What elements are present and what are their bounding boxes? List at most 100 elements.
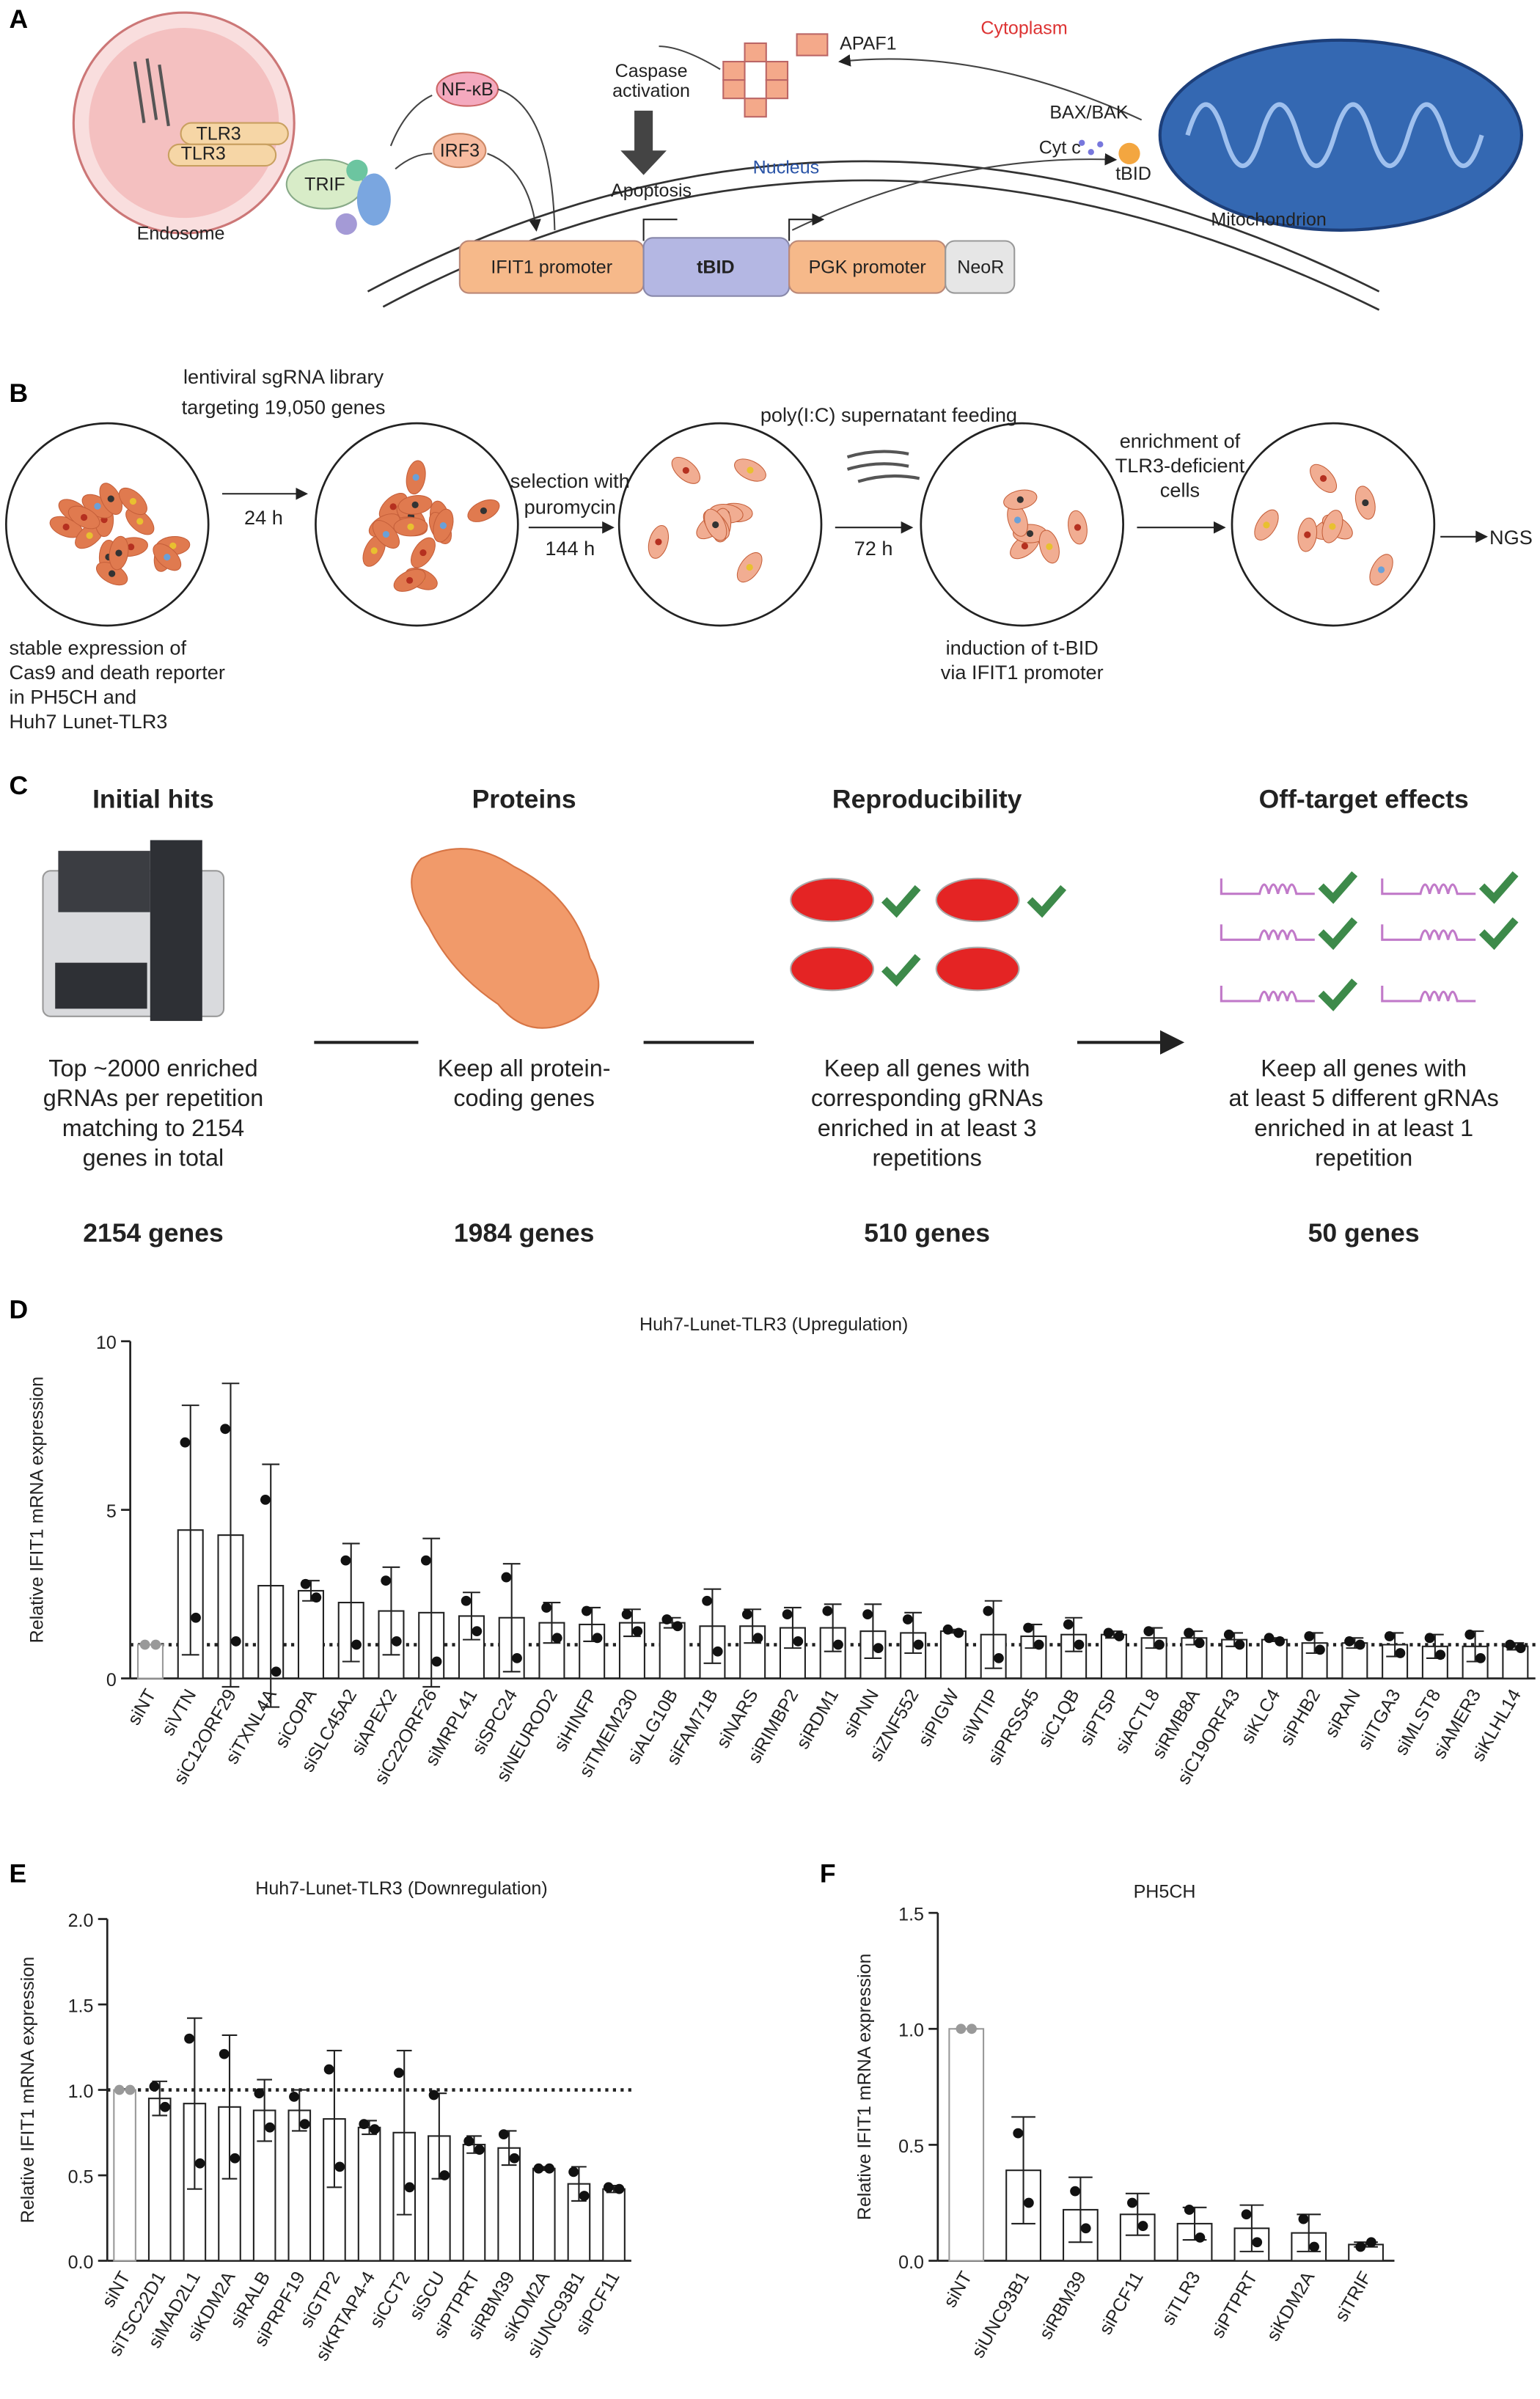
data-point xyxy=(1023,1622,1033,1633)
data-point xyxy=(913,1639,924,1650)
step-text: enriched in at least 3 xyxy=(818,1115,1037,1141)
data-point xyxy=(334,2161,345,2172)
bar xyxy=(136,1644,164,1680)
bar xyxy=(659,1622,686,1680)
checkmarks xyxy=(1318,871,1519,1011)
data-point xyxy=(472,1626,483,1637)
baxbak-label: BAX/BAK xyxy=(1049,102,1129,122)
y-tick-label: 1.5 xyxy=(68,1996,94,2016)
data-point xyxy=(1309,2241,1319,2252)
step-text: repetition xyxy=(1315,1145,1412,1171)
data-point xyxy=(1344,1636,1354,1647)
caspase-label: Caspase xyxy=(615,61,688,81)
bar xyxy=(1341,1642,1368,1680)
error-bar xyxy=(703,1588,722,1664)
nucleus xyxy=(655,538,662,546)
step-text: at least 5 different gRNAs xyxy=(1229,1085,1499,1111)
bar xyxy=(1261,1638,1288,1680)
error-bar xyxy=(342,1542,360,1663)
data-point xyxy=(541,1603,552,1613)
step-title: Off-target effects xyxy=(1259,785,1469,814)
data-point xyxy=(568,2167,579,2178)
sequencer-screen xyxy=(58,851,150,912)
data-point xyxy=(1194,1638,1205,1649)
nucleus xyxy=(370,547,378,554)
bar xyxy=(602,2188,626,2262)
cells xyxy=(49,457,1393,592)
error-bar xyxy=(784,1606,802,1649)
data-point xyxy=(782,1609,793,1620)
y-tick-label: 0 xyxy=(106,1670,117,1691)
apaf1-label: APAF1 xyxy=(840,33,897,54)
y-tick-label: 1.0 xyxy=(898,2021,924,2041)
step-text: Keep all protein- xyxy=(438,1055,611,1081)
enrichment-text: TLR3-deficient xyxy=(1115,454,1245,477)
step-text: Keep all genes with xyxy=(1261,1055,1467,1081)
chart-title: PH5CH xyxy=(1134,1881,1196,1902)
nucleus xyxy=(407,523,414,530)
cristae xyxy=(1185,102,1484,169)
nucleus xyxy=(712,521,719,529)
tbid-shape xyxy=(1118,142,1140,165)
nucleus xyxy=(109,570,116,577)
data-point xyxy=(1063,1619,1074,1630)
data-point xyxy=(289,2091,299,2102)
nucleus xyxy=(412,474,419,481)
data-point xyxy=(391,1636,402,1647)
data-point xyxy=(603,2182,614,2193)
y-tick-label: 2.0 xyxy=(68,1911,94,1931)
data-point xyxy=(873,1643,884,1654)
data-point xyxy=(672,1621,683,1632)
nucleus-label: Nucleus xyxy=(753,158,820,178)
data-point xyxy=(180,1437,191,1448)
nucleus xyxy=(1304,531,1311,538)
error-bar xyxy=(326,2049,342,2189)
panel-label: B xyxy=(10,378,29,408)
error-bar xyxy=(396,2049,412,2216)
time-label: 72 h xyxy=(854,537,893,560)
step-count: 50 genes xyxy=(1308,1218,1420,1248)
data-point xyxy=(902,1614,913,1625)
caspase-label: activation xyxy=(612,81,690,101)
data-point xyxy=(942,1624,953,1635)
x-tick-label: siRAN xyxy=(1321,1685,1365,1741)
time-label: 24 h xyxy=(244,506,283,529)
y-tick-label: 0.0 xyxy=(898,2252,924,2273)
data-point xyxy=(1137,2221,1148,2231)
data-point xyxy=(1013,2128,1024,2139)
data-point xyxy=(300,1578,311,1589)
enrichment-text: cells xyxy=(1160,478,1200,501)
x-tick-label: siVTN xyxy=(158,1685,200,1739)
step-title: Initial hits xyxy=(92,785,214,814)
error-bar xyxy=(1011,2116,1035,2224)
nucleus xyxy=(1074,524,1082,531)
nucleus xyxy=(1046,543,1053,550)
nucleus xyxy=(80,513,88,521)
dot xyxy=(1088,149,1094,155)
nucleus xyxy=(136,518,144,525)
data-point xyxy=(632,1626,643,1637)
ngs-label: NGS xyxy=(1489,526,1533,549)
sequencer-drawer xyxy=(55,962,147,1009)
data-point xyxy=(1127,2197,1137,2208)
protein-blob xyxy=(411,848,600,1029)
data-point xyxy=(150,1639,161,1650)
nucleus xyxy=(746,563,753,571)
step-text: genes in total xyxy=(83,1145,224,1171)
data-point xyxy=(1070,2186,1080,2197)
data-point xyxy=(498,2129,509,2140)
ifit1-label: IFIT1 promoter xyxy=(491,257,612,277)
error-bar xyxy=(1065,1616,1083,1652)
data-point xyxy=(114,2084,125,2095)
chart-title: Huh7-Lunet-TLR3 (Downregulation) xyxy=(255,1878,547,1899)
nfkb-label: NF-κB xyxy=(441,79,494,100)
protein xyxy=(346,159,368,181)
y-tick-label: 0.5 xyxy=(68,2167,94,2187)
nucleus xyxy=(382,530,390,538)
data-point xyxy=(592,1633,603,1644)
feeding-text: poly(I:C) supernatant feeding xyxy=(760,403,1017,426)
data-point xyxy=(579,2191,590,2201)
error-bar xyxy=(824,1603,842,1652)
data-point xyxy=(311,1592,322,1603)
